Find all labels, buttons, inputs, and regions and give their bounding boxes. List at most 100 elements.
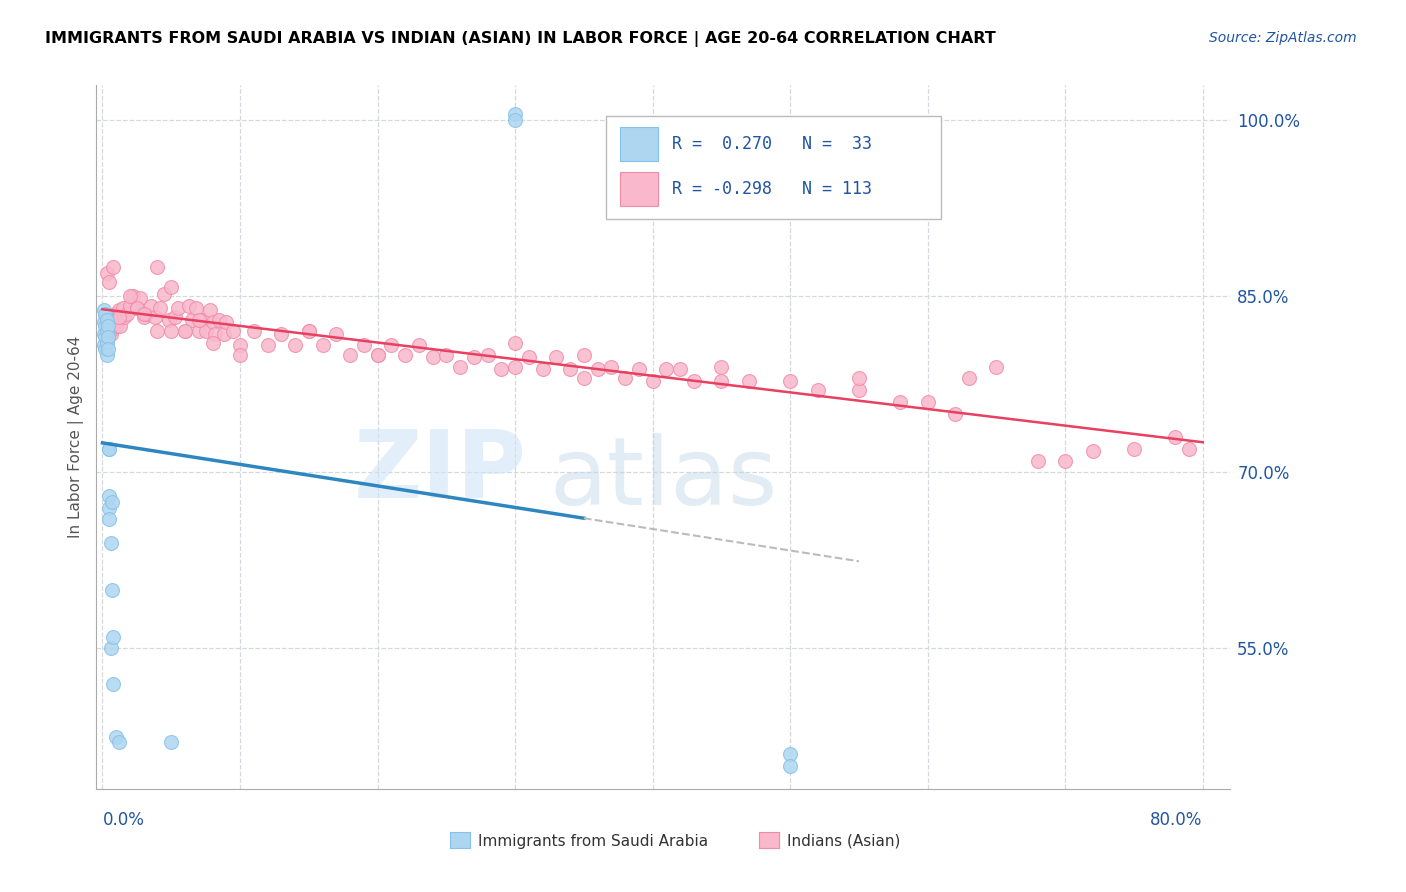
Point: [546, 350, 568, 364]
Text: Source: ZipAtlas.com: Source: ZipAtlas.com: [1209, 31, 1357, 45]
Point: [229, 338, 252, 352]
Point: [128, 292, 150, 306]
Point: [284, 338, 307, 352]
Point: [614, 371, 637, 385]
Point: [157, 312, 180, 326]
Point: [98, 275, 121, 289]
Point: [98, 500, 121, 515]
Point: [160, 279, 183, 293]
Point: [889, 395, 911, 409]
Point: [93, 326, 115, 341]
Point: [98, 489, 121, 503]
Point: [270, 326, 292, 341]
Point: [104, 307, 127, 321]
Point: [108, 735, 131, 749]
Point: [146, 325, 169, 339]
Point: [100, 535, 122, 549]
Point: [121, 289, 143, 303]
Point: [96, 348, 118, 362]
Point: [94, 318, 117, 333]
Point: [132, 307, 155, 321]
Point: [986, 359, 1008, 374]
Point: [101, 494, 124, 508]
Point: [94, 330, 117, 344]
Point: [97, 330, 120, 344]
Point: [198, 303, 221, 318]
Point: [204, 326, 226, 341]
Point: [683, 374, 706, 388]
Point: [103, 676, 125, 690]
Point: [394, 348, 416, 362]
Point: [98, 512, 121, 526]
Point: [179, 299, 201, 313]
Point: [98, 442, 121, 456]
Point: [943, 407, 966, 421]
Point: [125, 301, 148, 315]
Point: [572, 371, 595, 385]
Point: [222, 325, 245, 339]
Point: [380, 338, 402, 352]
Point: [105, 318, 128, 333]
Point: [1164, 430, 1187, 444]
Point: [165, 310, 187, 325]
Point: [917, 395, 939, 409]
Point: [627, 362, 650, 376]
Point: [167, 301, 190, 315]
Point: [339, 348, 361, 362]
Point: [229, 348, 252, 362]
Point: [160, 735, 183, 749]
Point: [110, 318, 132, 333]
Point: [94, 342, 117, 356]
Point: [146, 260, 169, 274]
Point: [848, 371, 870, 385]
Point: [108, 310, 131, 325]
Point: [641, 374, 664, 388]
Point: [107, 312, 129, 326]
Point: [367, 348, 389, 362]
Point: [600, 359, 623, 374]
Point: [367, 348, 389, 362]
Point: [298, 325, 321, 339]
Point: [187, 325, 209, 339]
Point: [572, 348, 595, 362]
Point: [311, 338, 333, 352]
Point: [180, 312, 202, 326]
Point: [807, 383, 830, 397]
Point: [96, 315, 118, 329]
Point: [422, 350, 444, 364]
Point: [96, 325, 118, 339]
Point: [201, 336, 224, 351]
Point: [96, 312, 118, 326]
Point: [503, 113, 526, 128]
Text: IMMIGRANTS FROM SAUDI ARABIA VS INDIAN (ASIAN) IN LABOR FORCE | AGE 20-64 CORREL: IMMIGRANTS FROM SAUDI ARABIA VS INDIAN (…: [45, 31, 995, 47]
Point: [115, 307, 138, 321]
Text: R =  0.270   N =  33: R = 0.270 N = 33: [672, 135, 872, 153]
Point: [103, 260, 125, 274]
Point: [97, 318, 120, 333]
Point: [298, 325, 321, 339]
Point: [184, 301, 207, 315]
Point: [710, 374, 733, 388]
Point: [1081, 444, 1104, 458]
Point: [93, 303, 115, 318]
Point: [477, 348, 499, 362]
Point: [160, 325, 183, 339]
Point: [655, 362, 678, 376]
Point: [187, 312, 209, 326]
Point: [779, 747, 801, 761]
Point: [94, 307, 117, 321]
Point: [491, 362, 513, 376]
Point: [201, 315, 224, 329]
Point: [132, 310, 155, 325]
Point: [503, 107, 526, 121]
Point: [1054, 453, 1077, 467]
Point: [353, 338, 375, 352]
Point: [96, 336, 118, 351]
Point: [1123, 442, 1146, 456]
Point: [408, 338, 430, 352]
Bar: [620, 172, 658, 206]
Point: [118, 289, 141, 303]
Point: [98, 318, 121, 333]
Text: atlas: atlas: [550, 434, 778, 525]
Point: [194, 325, 217, 339]
